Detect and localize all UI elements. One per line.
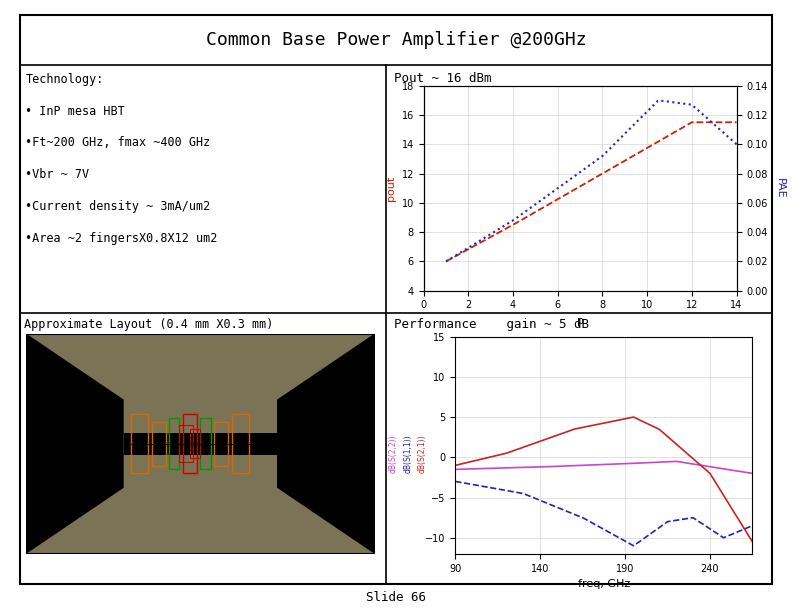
Text: •Vbr ~ 7V: •Vbr ~ 7V [25, 168, 89, 181]
Y-axis label: pout: pout [386, 176, 396, 201]
Bar [124, 433, 277, 455]
Polygon shape [26, 334, 124, 554]
Bar [215, 422, 228, 466]
Bar [183, 414, 197, 473]
Bar [151, 422, 166, 466]
Text: dB(S(2,1)): dB(S(2,1)) [417, 435, 427, 473]
Text: Performance    gain ~ 5 dB: Performance gain ~ 5 dB [394, 318, 588, 331]
Bar [190, 429, 200, 458]
Text: Pout ~ 16 dBm: Pout ~ 16 dBm [394, 72, 491, 84]
Text: Technology:: Technology: [25, 73, 104, 86]
Text: Common Base Power Amplifier @200GHz: Common Base Power Amplifier @200GHz [206, 31, 586, 50]
Text: • InP mesa HBT: • InP mesa HBT [25, 105, 125, 118]
Text: dB(S(1,1)): dB(S(1,1)) [403, 435, 413, 473]
X-axis label: freq, GHz: freq, GHz [578, 579, 630, 589]
Text: •Ft~200 GHz, fmax ~400 GHz: •Ft~200 GHz, fmax ~400 GHz [25, 136, 211, 149]
Bar [200, 418, 211, 469]
Text: dB(S(2,2)): dB(S(2,2)) [389, 435, 398, 473]
Bar [169, 418, 180, 469]
Bar [131, 414, 148, 473]
Text: •Current density ~ 3mA/um2: •Current density ~ 3mA/um2 [25, 200, 211, 213]
Text: •Area ~2 fingersX0.8X12 um2: •Area ~2 fingersX0.8X12 um2 [25, 232, 218, 245]
Text: Slide 66: Slide 66 [366, 591, 426, 605]
Bar [180, 425, 193, 462]
Text: Approximate Layout (0.4 mm X0.3 mm): Approximate Layout (0.4 mm X0.3 mm) [24, 318, 273, 331]
Polygon shape [277, 334, 375, 554]
Y-axis label: PAE: PAE [775, 178, 784, 198]
Bar [232, 414, 249, 473]
X-axis label: p: p [577, 316, 584, 326]
